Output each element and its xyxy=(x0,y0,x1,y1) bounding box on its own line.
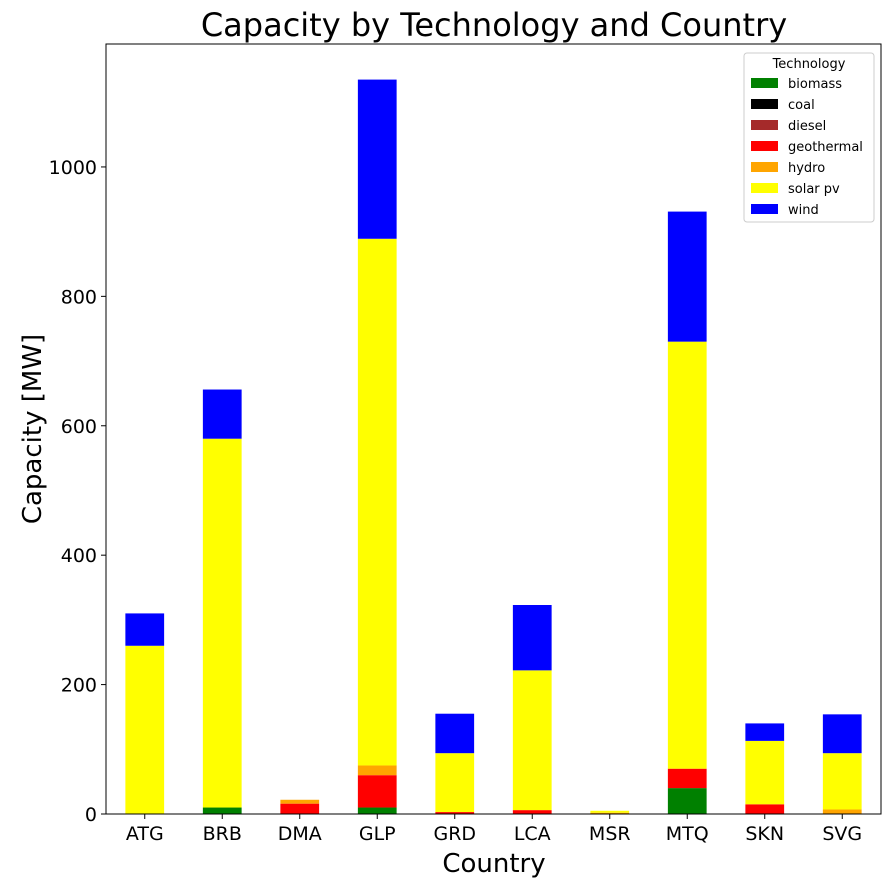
legend-swatch-solar-pv xyxy=(751,183,778,193)
legend-title: Technology xyxy=(772,57,846,72)
x-tick-label: MSR xyxy=(589,823,631,845)
legend-label-coal: coal xyxy=(788,98,815,113)
x-tick-label: GRD xyxy=(433,823,476,845)
y-tick-label: 200 xyxy=(61,675,97,697)
y-axis-title: Capacity [MW] xyxy=(18,334,48,524)
bar-segment-glp-solar-pv xyxy=(357,238,397,766)
legend-swatch-geothermal xyxy=(751,141,778,151)
bar-segment-svg-wind xyxy=(822,714,862,754)
legend-label-hydro: hydro xyxy=(788,161,825,176)
legend-label-diesel: diesel xyxy=(788,119,826,134)
bar-segment-brb-solar-pv xyxy=(202,438,242,808)
x-tick-label: LCA xyxy=(514,823,551,845)
bars-layer xyxy=(125,79,862,814)
x-tick-label: MTQ xyxy=(666,823,709,845)
y-tick-label: 400 xyxy=(61,545,97,567)
x-tick-label: GLP xyxy=(359,823,396,845)
x-tick-label: DMA xyxy=(278,823,322,845)
legend-label-biomass: biomass xyxy=(788,77,842,92)
legend-box xyxy=(743,52,875,223)
legend-swatch-wind xyxy=(751,204,778,214)
bar-segment-glp-wind xyxy=(357,79,397,239)
bar-segment-skn-geothermal xyxy=(745,804,785,814)
x-tick-label: BRB xyxy=(203,823,242,845)
legend-label-wind: wind xyxy=(788,203,819,218)
bar-segment-lca-solar-pv xyxy=(512,670,552,811)
bar-segment-atg-wind xyxy=(125,613,165,646)
y-tick-label: 800 xyxy=(61,286,97,308)
bar-segment-atg-solar-pv xyxy=(125,645,165,814)
bar-segment-grd-geothermal xyxy=(435,812,475,814)
x-axis: ATG BRB DMA GLP GRD LCA MSR MTQ SKN SVG xyxy=(126,814,862,845)
bar-segment-lca-wind xyxy=(512,605,552,671)
bar-segment-glp-hydro xyxy=(357,765,397,776)
y-tick-label: 600 xyxy=(61,416,97,438)
legend-label-solar-pv: solar pv xyxy=(788,182,840,197)
legend-swatch-hydro xyxy=(751,162,778,172)
bar-segment-mtq-wind xyxy=(667,211,707,342)
bar-segment-brb-biomass xyxy=(202,807,242,814)
bar-segment-skn-solar-pv xyxy=(745,740,785,805)
bar-segment-dma-hydro xyxy=(280,799,320,804)
bar-segment-mtq-biomass xyxy=(667,788,707,814)
bar-segment-msr-solar-pv xyxy=(590,810,630,813)
legend-swatch-diesel xyxy=(751,120,778,130)
x-axis-title: Country xyxy=(442,849,545,879)
bar-segment-svg-hydro xyxy=(822,809,862,814)
bar-segment-glp-biomass xyxy=(357,807,397,814)
legend-label-geothermal: geothermal xyxy=(788,140,863,155)
bar-segment-glp-geothermal xyxy=(357,775,397,808)
plot-area-frame xyxy=(105,43,882,815)
chart-title: Capacity by Technology and Country xyxy=(201,6,787,44)
x-tick-label: SVG xyxy=(822,823,862,845)
bar-segment-dma-geothermal xyxy=(280,803,320,814)
bar-segment-lca-geothermal xyxy=(512,810,552,814)
bar-segment-msr-hydro xyxy=(590,812,630,814)
x-tick-label: SKN xyxy=(745,823,784,845)
x-tick-label: ATG xyxy=(126,823,164,845)
bar-segment-brb-wind xyxy=(202,389,242,439)
bar-segment-grd-wind xyxy=(435,713,475,754)
legend: Technology biomass coal diesel geothermal hyd… xyxy=(743,52,875,223)
bar-segment-grd-solar-pv xyxy=(435,753,475,813)
bar-segment-svg-solar-pv xyxy=(822,753,862,810)
y-axis: 0 200 400 600 800 1000 xyxy=(49,157,106,826)
y-tick-label: 1000 xyxy=(49,157,97,179)
y-tick-label: 0 xyxy=(85,804,97,826)
bar-segment-mtq-geothermal xyxy=(667,768,707,789)
bar-segment-mtq-solar-pv xyxy=(667,341,707,769)
bar-segment-skn-wind xyxy=(745,723,785,741)
legend-swatch-coal xyxy=(751,99,778,109)
legend-swatch-biomass xyxy=(751,78,778,88)
